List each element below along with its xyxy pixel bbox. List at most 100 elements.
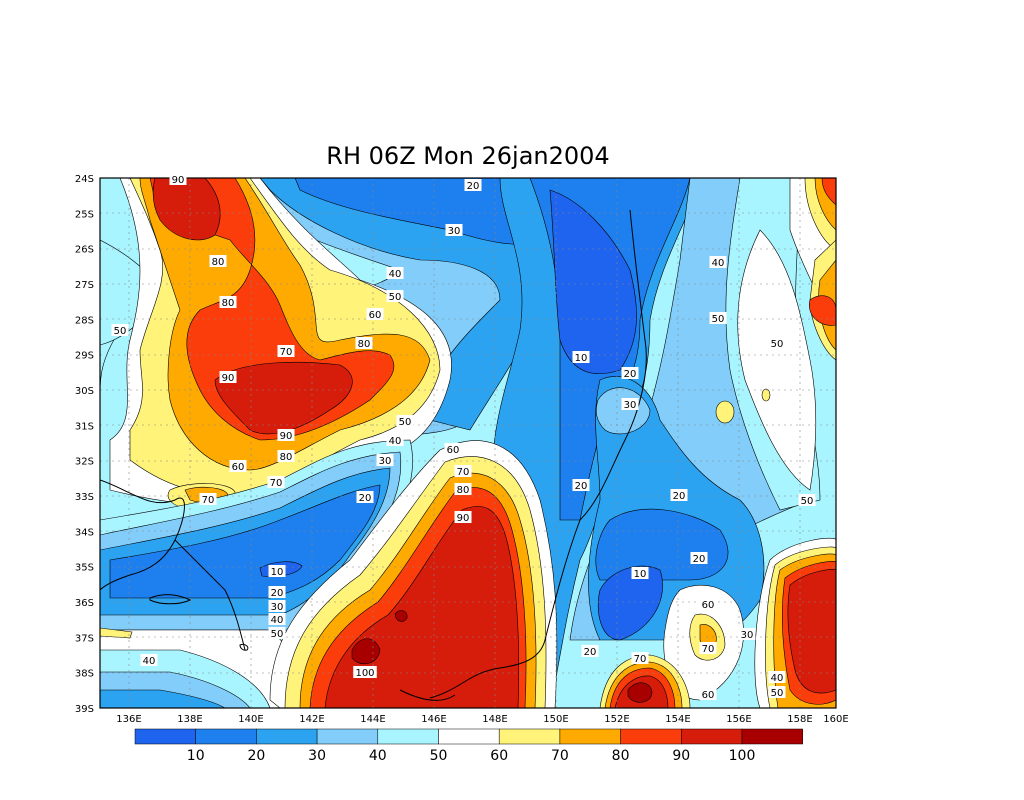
contour-label-bg <box>709 256 727 268</box>
colorbar-swatch <box>741 728 803 745</box>
contour-label-bg <box>768 671 786 683</box>
lon-tick-label: 154E <box>665 714 690 725</box>
contour-label: 40 <box>271 615 284 626</box>
contour-label-bg <box>631 652 649 664</box>
contour-label: 80 <box>457 485 470 496</box>
contour-label: 70 <box>457 467 470 478</box>
contour-label: 40 <box>771 673 784 684</box>
contour-label: 90 <box>457 513 470 524</box>
contour-label-bg <box>268 586 286 598</box>
lat-tick-label: 35S <box>75 563 94 574</box>
lon-tick-label: 156E <box>726 714 751 725</box>
contour-label: 50 <box>114 326 127 337</box>
contour-label: 80 <box>212 257 225 268</box>
fill-oval-2 <box>761 388 771 402</box>
contour-label: 50 <box>771 339 784 350</box>
contour-label-bg <box>386 290 404 302</box>
contour-labels: 90 20 30 80 40 50 40 80 60 50 50 70 80 10 50 90 20 30 50 40… <box>111 173 816 701</box>
fill-sc-maroon-2 <box>394 610 408 622</box>
contour-label-bg <box>699 688 717 700</box>
lat-tick-label: 37S <box>75 633 94 644</box>
contour-label: 10 <box>575 353 588 364</box>
colorbar-swatch <box>256 728 318 745</box>
contour-label: 40 <box>143 656 156 667</box>
contour-label-bg <box>376 454 394 466</box>
lat-tick-label: 24S <box>75 174 94 185</box>
contour-label: 90 <box>172 175 185 186</box>
contour-label-bg <box>268 613 286 625</box>
lon-tick-label: 144E <box>360 714 385 725</box>
contour-label: 20 <box>624 369 637 380</box>
lon-tick-label: 158E <box>787 714 812 725</box>
contour-label-bg <box>464 179 482 191</box>
contour-label: 30 <box>624 400 637 411</box>
contour-label: 80 <box>358 339 371 350</box>
lon-tick-label: 160E <box>823 714 848 725</box>
lat-tick-label: 39S <box>75 704 94 715</box>
contour-label-bg <box>445 224 463 236</box>
contour-label-bg <box>621 367 639 379</box>
fill-sc-maroon-1 <box>351 638 381 665</box>
contour-label: 60 <box>447 445 460 456</box>
fill-far-se-darkred <box>787 569 836 694</box>
contour-label: 20 <box>584 647 597 658</box>
lon-tick-label: 152E <box>604 714 629 725</box>
colorbar: 10 20 30 40 50 60 70 80 90 100 <box>134 728 803 764</box>
contour-label: 60 <box>702 600 715 611</box>
fill-s-maroon <box>627 682 653 703</box>
contour-label-bg <box>396 415 414 427</box>
colorbar-swatch <box>134 728 196 745</box>
contour-label-bg <box>355 337 373 349</box>
contour-label: 30 <box>379 456 392 467</box>
contour-label: 50 <box>389 292 402 303</box>
lon-tick-label: 142E <box>299 714 324 725</box>
colorbar-label: 60 <box>490 748 508 764</box>
contour-label-bg <box>709 312 727 324</box>
contour-label-bg <box>454 465 472 477</box>
contour-label-bg <box>386 434 404 446</box>
lat-tick-label: 29S <box>75 351 94 362</box>
colorbar-label: 70 <box>551 748 569 764</box>
contour-label-bg <box>219 371 237 383</box>
contour-label-bg <box>277 450 295 462</box>
lat-tick-label: 28S <box>75 315 94 326</box>
contour-label-bg <box>572 351 590 363</box>
contour-label-bg <box>140 654 158 666</box>
contour-label-bg <box>444 443 462 455</box>
contour-label-bg <box>268 565 286 577</box>
contour-label-bg <box>798 494 816 506</box>
fill-e-red <box>809 295 836 326</box>
contour-label: 20 <box>467 181 480 192</box>
lat-tick-label: 33S <box>75 492 94 503</box>
colorbar-label: 40 <box>369 748 387 764</box>
contour-label: 100 <box>355 668 374 679</box>
lon-tick-label: 136E <box>116 714 141 725</box>
longitude-axis: 136E 138E 140E 142E 144E 146E 148E 150E 152E 154E… <box>116 714 848 725</box>
contour-label-bg <box>356 491 374 503</box>
contour-label-bg <box>267 476 285 488</box>
contour-label-bg <box>199 493 217 505</box>
lat-tick-label: 25S <box>75 209 94 220</box>
contour-label: 30 <box>741 630 754 641</box>
lon-tick-label: 138E <box>177 714 202 725</box>
lon-tick-label: 140E <box>238 714 263 725</box>
contour-label: 10 <box>634 569 647 580</box>
lat-tick-label: 36S <box>75 598 94 609</box>
plot-frame <box>99 177 837 709</box>
plot-area <box>100 178 836 708</box>
contour-label: 90 <box>222 373 235 384</box>
contour-label-bg <box>268 627 286 639</box>
contour-label: 50 <box>771 688 784 699</box>
colorbar-label: 20 <box>247 748 265 764</box>
contour-label-bg <box>768 686 786 698</box>
contour-label: 50 <box>712 314 725 325</box>
fill-tongue-blue3 <box>109 484 381 599</box>
colorbar-swatch <box>438 728 500 745</box>
contour-label: 30 <box>271 602 284 613</box>
contour-label-bg <box>768 337 786 349</box>
colorbar-label: 90 <box>672 748 690 764</box>
contour-label-bg <box>581 645 599 657</box>
lat-tick-label: 31S <box>75 421 94 432</box>
lat-tick-label: 34S <box>75 527 94 538</box>
